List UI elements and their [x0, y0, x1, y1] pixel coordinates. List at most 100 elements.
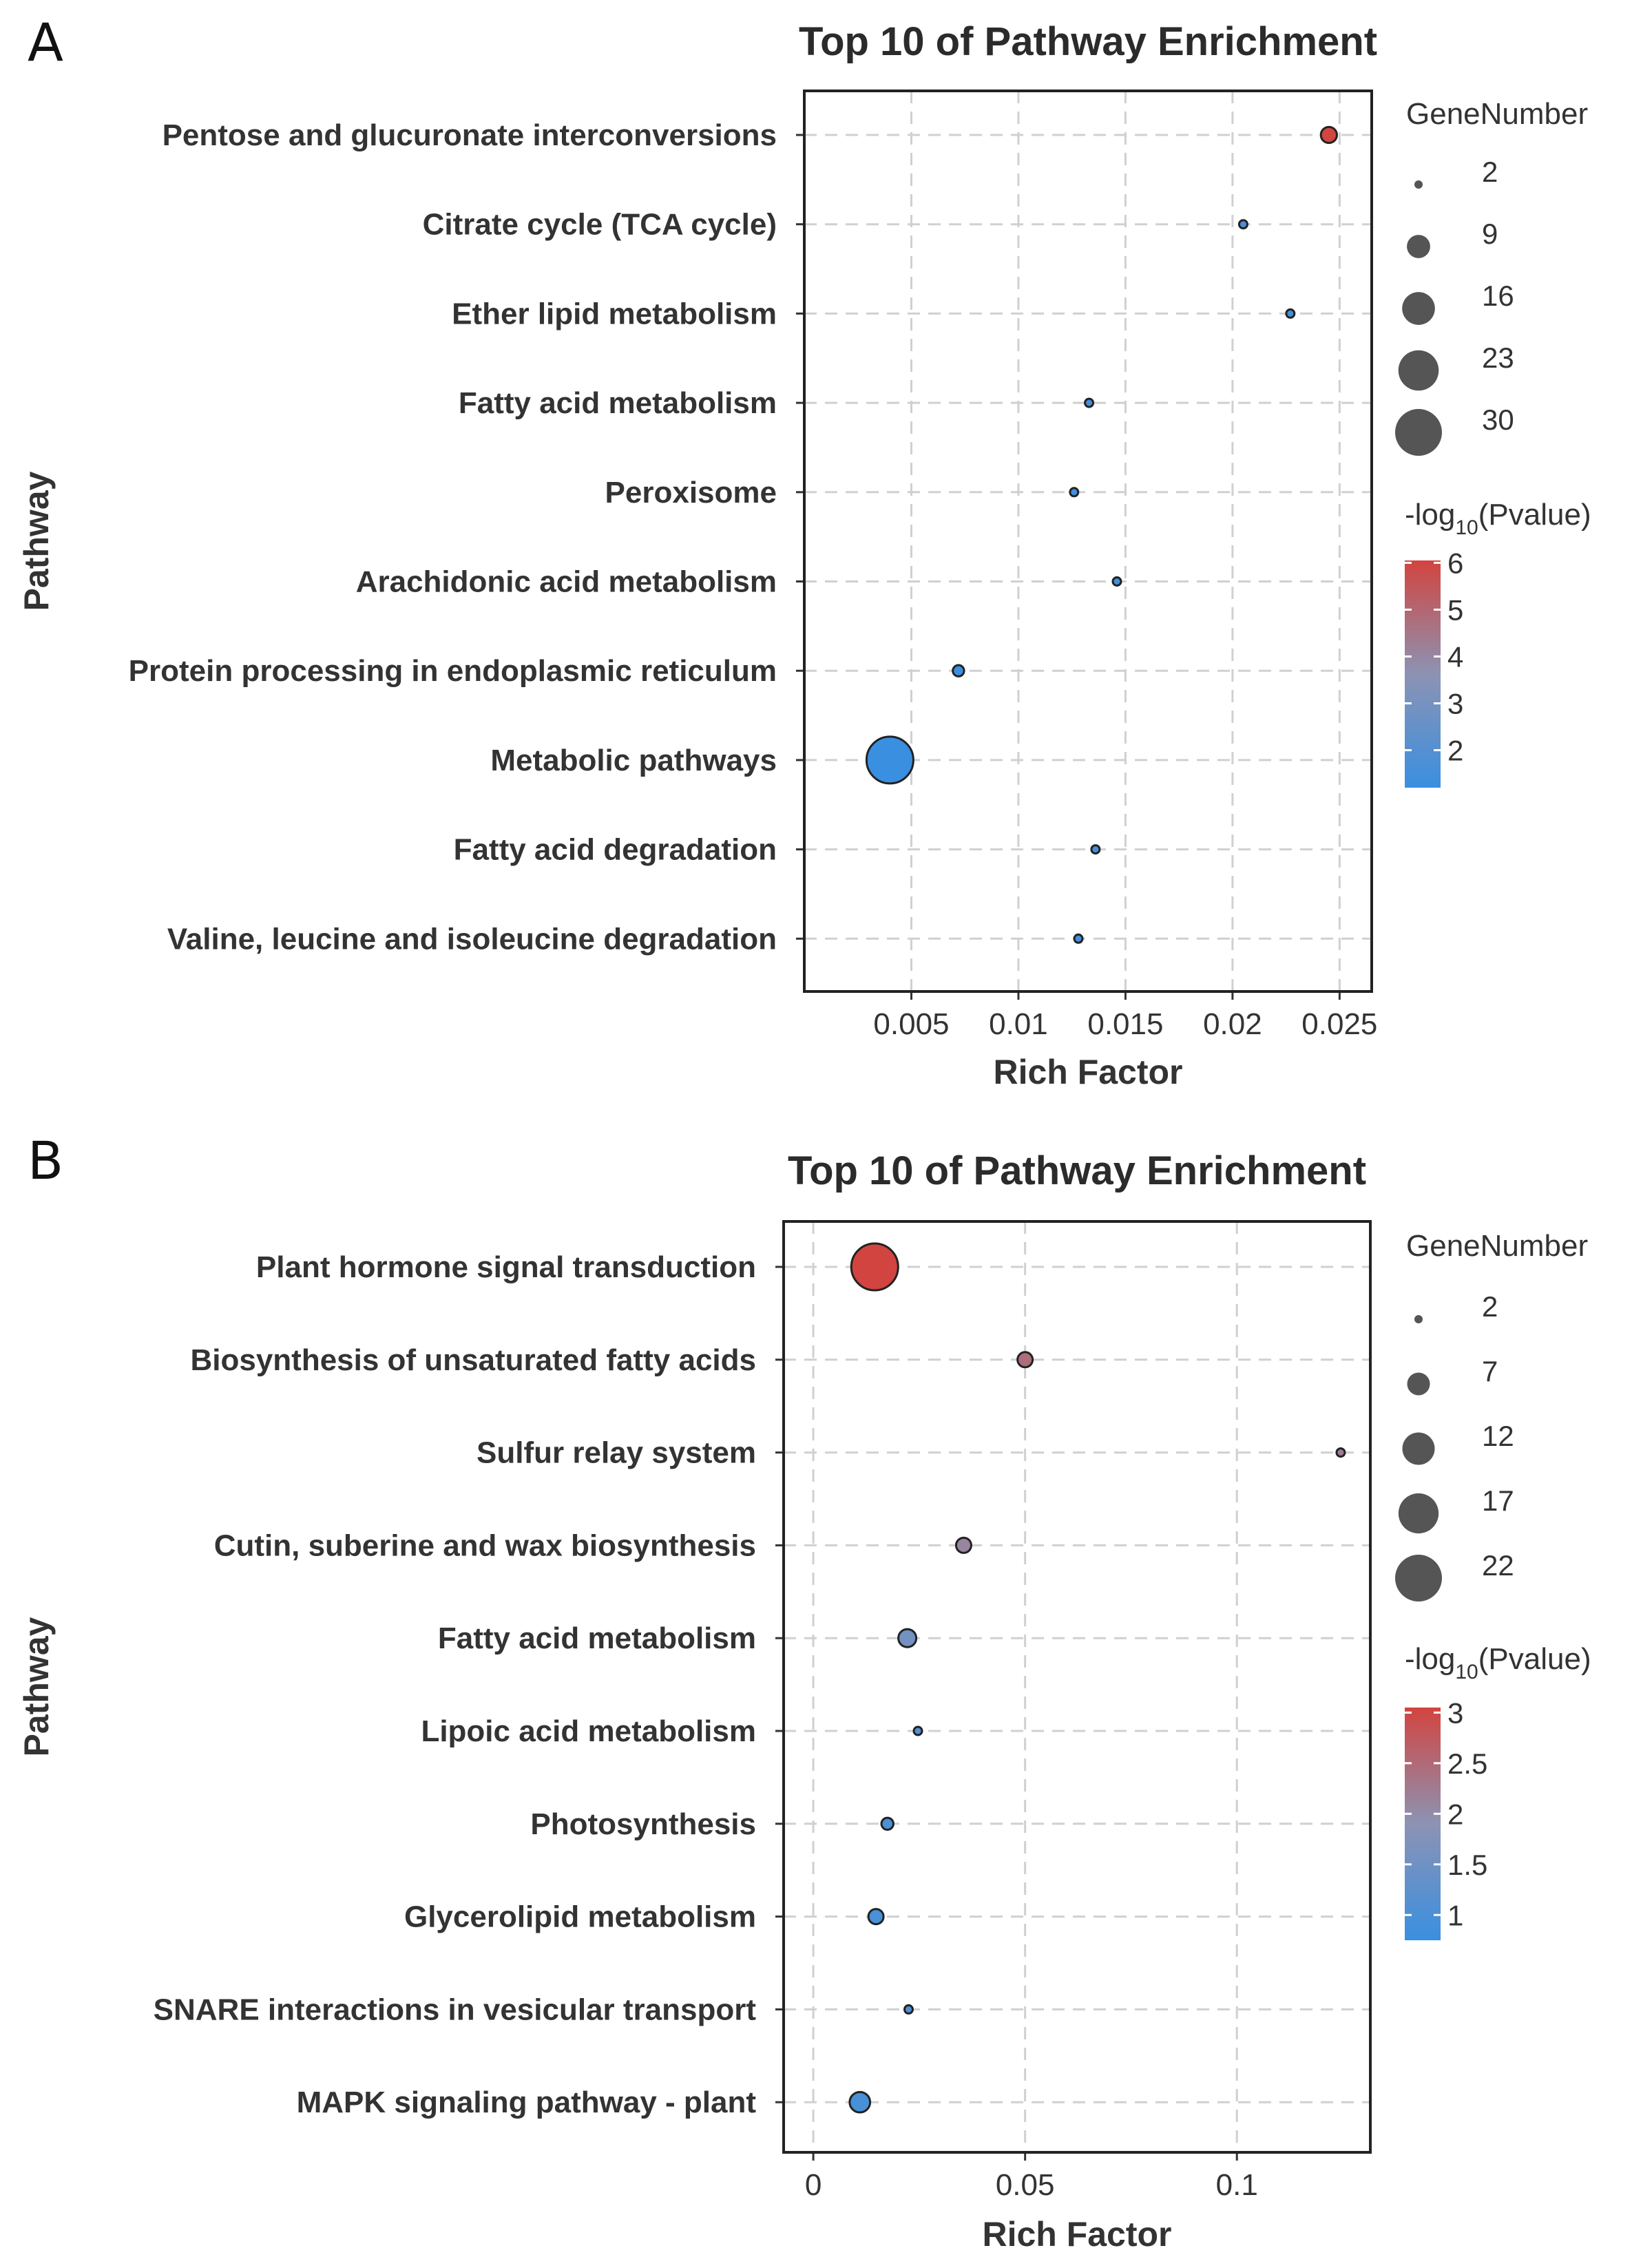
- colorbar-tick-label: 3: [1447, 688, 1463, 720]
- x-axis-title-a: Rich Factor: [993, 1053, 1182, 1091]
- size-legend-title-b: GeneNumber: [1406, 1229, 1588, 1263]
- grid-a: [804, 91, 1372, 991]
- size-legend-label: 23: [1482, 342, 1514, 374]
- y-tick-label: Arachidonic acid metabolism: [356, 565, 777, 599]
- size-legend-label: 7: [1482, 1355, 1498, 1387]
- color-legend-title-a-pre: -log: [1405, 498, 1455, 532]
- data-point: [867, 1908, 885, 1926]
- y-tick-label: MAPK signaling pathway - plant: [297, 2086, 757, 2119]
- size-legend-title-a: GeneNumber: [1406, 97, 1588, 131]
- color-legend-title-a: -log10(Pvalue): [1405, 498, 1591, 539]
- y-tick-label: Photosynthesis: [530, 1807, 756, 1841]
- grid-b: [784, 1221, 1370, 2152]
- y-tick-label: Peroxisome: [605, 476, 777, 510]
- chart-title-a: Top 10 of Pathway Enrichment: [799, 19, 1377, 64]
- size-legend-label: 9: [1482, 218, 1498, 250]
- y-tick-label: Lipoic acid metabolism: [421, 1714, 756, 1748]
- x-tick-label: 0.02: [1203, 1007, 1262, 1041]
- size-legend-label: 30: [1482, 403, 1514, 436]
- panel-a: A Top 10 of Pathway Enrichment Pentose a…: [17, 12, 1591, 1091]
- size-legend-circle: [1402, 292, 1435, 325]
- data-point: [903, 2004, 914, 2015]
- y-tick-label: Metabolic pathways: [490, 744, 777, 777]
- data-point: [1335, 1447, 1346, 1458]
- size-legend-circle: [1414, 180, 1423, 189]
- color-legend-title-b: -log10(Pvalue): [1405, 1642, 1591, 1683]
- colorbar-tick-label: 2.5: [1447, 1747, 1487, 1780]
- y-tick-label: Ether lipid metabolism: [452, 297, 777, 330]
- data-point: [954, 1536, 972, 1554]
- size-legend-label: 12: [1482, 1420, 1514, 1452]
- data-point: [1090, 844, 1101, 855]
- colorbar-ticks-b: 1 1.5 2 2.5 3: [1405, 1697, 1487, 1931]
- data-point: [1319, 125, 1338, 145]
- data-point: [880, 1816, 895, 1831]
- data-point: [1111, 576, 1122, 587]
- panel-letter-b: B: [28, 1130, 63, 1191]
- color-legend-title-b-pre: -log: [1405, 1642, 1455, 1676]
- x-axis-title-b: Rich Factor: [982, 2215, 1171, 2254]
- data-point: [912, 1725, 923, 1736]
- y-tick-label: Fatty acid metabolism: [459, 386, 777, 420]
- y-tick-label: Biosynthesis of unsaturated fatty acids: [190, 1343, 756, 1377]
- data-point: [1073, 933, 1084, 944]
- size-legend-circle: [1398, 350, 1439, 391]
- x-tick-label: 0.025: [1301, 1007, 1377, 1041]
- data-point: [952, 664, 965, 678]
- plot-frame-a: [803, 90, 1373, 993]
- x-tick-label: 0.05: [996, 2168, 1055, 2202]
- x-tick-label: 0.1: [1216, 2168, 1258, 2202]
- x-tick-label: 0: [805, 2168, 822, 2202]
- data-point: [1084, 397, 1095, 408]
- y-axis-title-b: Pathway: [17, 1617, 56, 1756]
- size-legend-label: 2: [1482, 1290, 1498, 1323]
- y-tick-label: Fatty acid degradation: [454, 833, 777, 867]
- colorbar-tick-label: 1: [1447, 1899, 1463, 1931]
- data-point: [850, 1242, 899, 1292]
- size-legend-circle: [1402, 1432, 1435, 1465]
- size-legend-label: 17: [1482, 1484, 1514, 1517]
- y-tick-label: Glycerolipid metabolism: [404, 1900, 756, 1934]
- colorbar-tick-label: 1.5: [1447, 1849, 1487, 1881]
- y-tick-label: Valine, leucine and isoleucine degradati…: [167, 922, 777, 956]
- size-legend-b: 2 7 12 17 22: [1395, 1290, 1514, 1602]
- colorbar-ticks-a: 2 3 4 5 6: [1405, 547, 1463, 767]
- colorbar-tick-label: 4: [1447, 640, 1463, 673]
- color-legend-title-b-sub: 10: [1455, 1661, 1478, 1683]
- colorbar-tick-label: 6: [1447, 547, 1463, 579]
- y-tick-labels-a: Pentose and glucuronate interconversions…: [129, 118, 804, 956]
- data-point: [865, 735, 914, 785]
- x-tick-label: 0.015: [1087, 1007, 1163, 1041]
- size-legend-circle: [1395, 409, 1442, 456]
- size-legend-circle: [1414, 1315, 1423, 1323]
- data-point: [897, 1628, 918, 1648]
- color-legend-title-a-post: (Pvalue): [1478, 498, 1591, 532]
- color-legend-title-b-post: (Pvalue): [1478, 1642, 1591, 1676]
- y-tick-label: Citrate cycle (TCA cycle): [423, 208, 777, 242]
- colorbar-tick-label: 2: [1447, 735, 1463, 767]
- size-legend-label: 16: [1482, 280, 1514, 312]
- chart-title-b: Top 10 of Pathway Enrichment: [788, 1148, 1366, 1193]
- y-tick-label: Sulfur relay system: [477, 1436, 756, 1470]
- data-points-b: [848, 1242, 1346, 2114]
- colorbar-a: [1405, 560, 1441, 788]
- size-legend-circle: [1395, 1555, 1442, 1602]
- y-tick-label: Plant hormone signal transduction: [256, 1250, 756, 1284]
- size-legend-a: 2 9 16 23 30: [1395, 156, 1514, 456]
- x-ticks-b: 0 0.05 0.1: [805, 2152, 1258, 2202]
- data-point: [1016, 1351, 1034, 1369]
- x-tick-label: 0.01: [989, 1007, 1048, 1041]
- size-legend-label: 2: [1482, 156, 1498, 188]
- y-tick-label: Cutin, suberine and wax biosynthesis: [214, 1529, 756, 1562]
- size-legend-label: 22: [1482, 1549, 1514, 1582]
- colorbar-tick-label: 2: [1447, 1798, 1463, 1830]
- data-points-a: [865, 125, 1338, 944]
- size-legend-circle: [1407, 235, 1430, 258]
- data-point: [848, 2090, 872, 2114]
- y-tick-label: SNARE interactions in vesicular transpor…: [154, 1993, 757, 2026]
- y-tick-label: Pentose and glucuronate interconversions: [163, 118, 777, 152]
- data-point: [1069, 487, 1080, 498]
- y-axis-title-a: Pathway: [17, 471, 56, 611]
- y-tick-labels-b: Plant hormone signal transduction Biosynt…: [154, 1250, 784, 2119]
